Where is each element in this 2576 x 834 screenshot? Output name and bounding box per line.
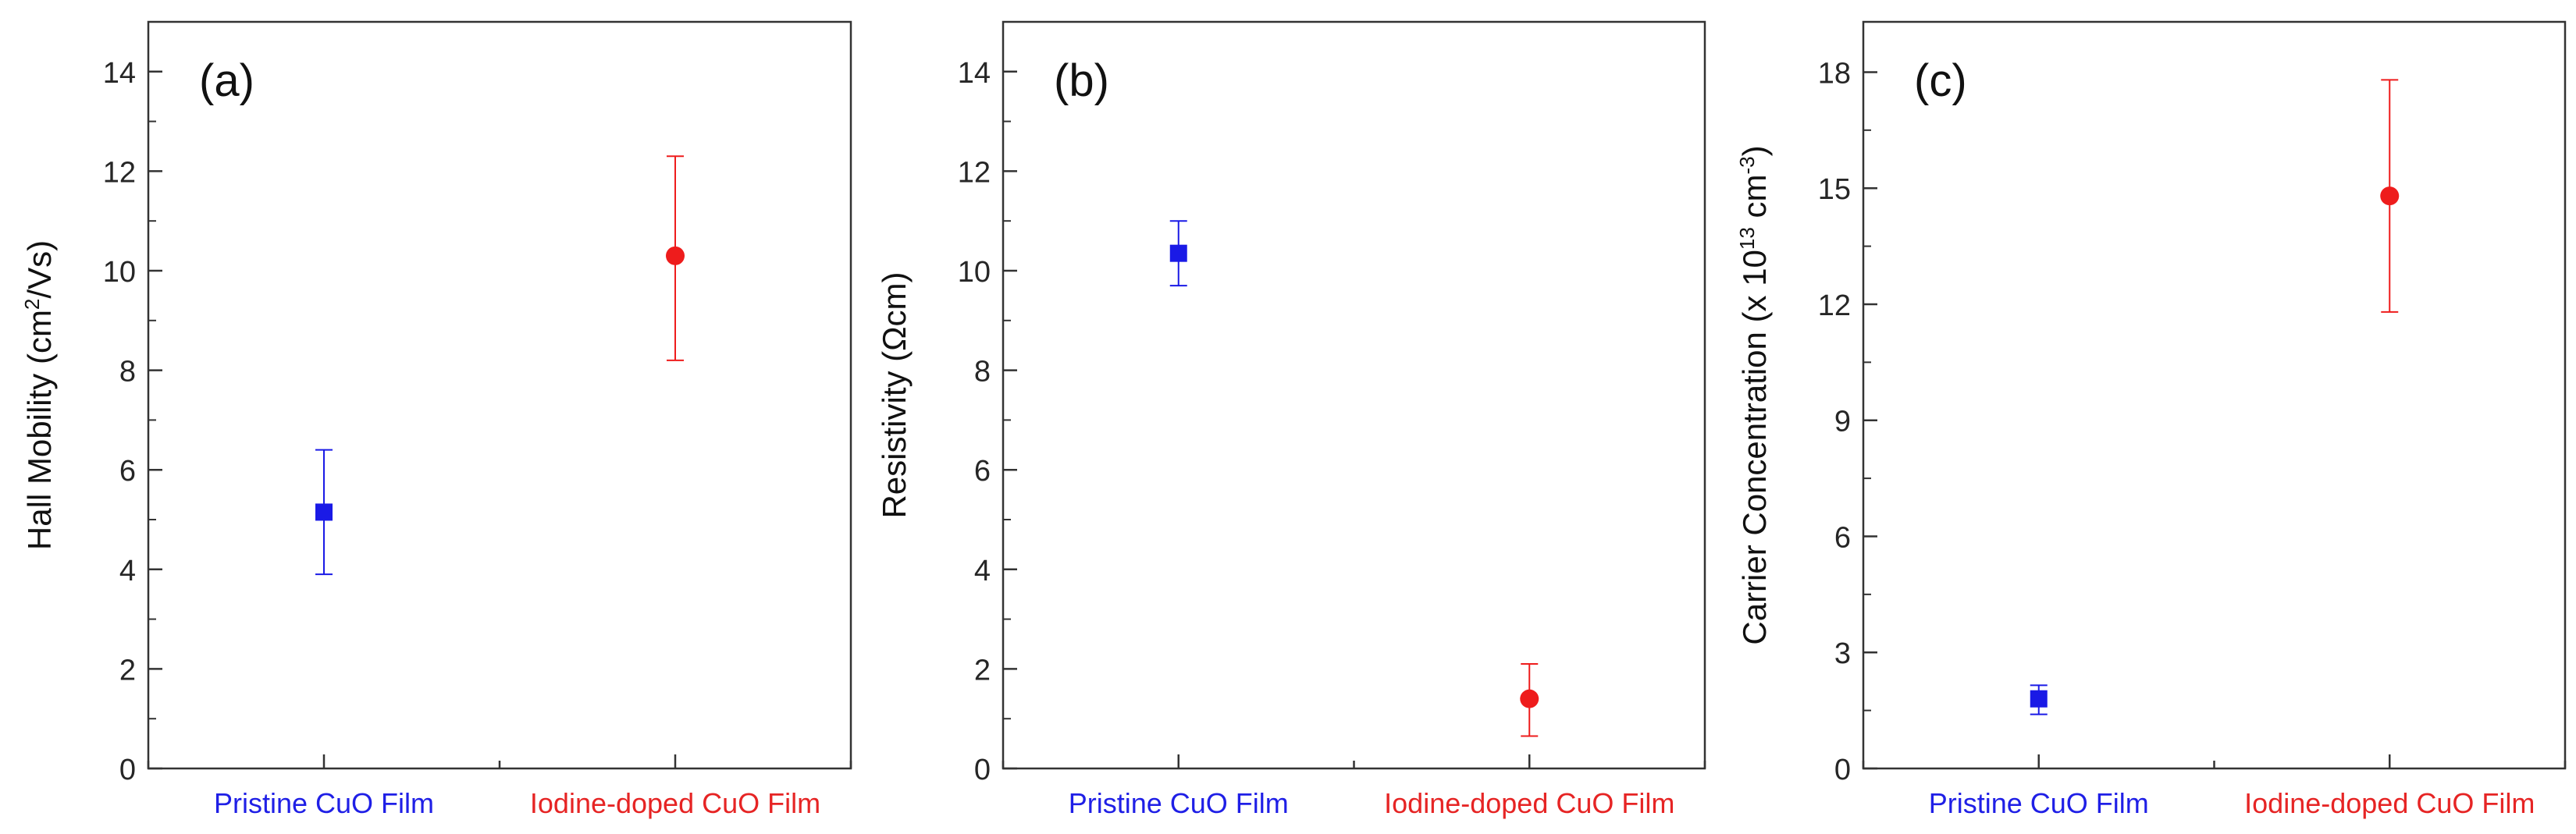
y-tick-label: 0 [1834,754,1851,786]
y-tick-label: 12 [958,156,991,189]
data-point-square [2030,690,2048,708]
y-axis-label-superscript: 2 [20,299,44,310]
data-point-circle [2380,186,2400,206]
x-category-label: Pristine CuO Film [214,787,434,819]
plot-frame [1862,20,2567,770]
y-tick-label: 2 [974,654,991,687]
y-tick-label: 4 [119,555,136,587]
x-category-label: Pristine CuO Film [1929,787,2149,819]
y-axis-label-superscript: 13 [1735,227,1759,250]
y-axis-label-text: Hall Mobility (cm [21,310,58,550]
y-tick-label: 0 [119,754,136,786]
y-axis-label-text: Carrier Concentration (x 10 [1736,250,1773,645]
y-tick-label: 12 [1818,289,1851,322]
data-point-circle [666,246,685,265]
x-category-label: Iodine-doped CuO Film [530,787,820,819]
y-axis-label-text: ) [1736,145,1773,156]
y-tick-label: 6 [119,455,136,488]
y-axis-label: Carrier Concentration (x 1013 cm-3) [1735,145,1773,644]
y-tick-label: 15 [1818,173,1851,206]
data-point-square [315,503,333,521]
panel-c: 0 3 6 9 12 15 18 Pristine CuO Film Iodine-doped … [1735,20,2567,819]
plot-frame [1002,20,1706,770]
y-tick-label: 0 [974,754,991,786]
y-tick-label: 9 [1834,406,1851,438]
y-tick-label: 2 [119,654,136,687]
x-category-label: Iodine-doped CuO Film [2244,787,2535,819]
data-point-circle [1520,689,1539,708]
y-tick-label: 8 [974,356,991,389]
panel-label: (a) [199,55,254,106]
y-axis-label-superscript: -3 [1735,156,1759,174]
x-category-label: Iodine-doped CuO Film [1384,787,1674,819]
y-tick-label: 3 [1834,637,1851,670]
y-tick-label: 18 [1818,57,1851,90]
y-tick-label: 8 [119,356,136,389]
panel-label: (b) [1054,55,1109,106]
y-tick-label: 6 [974,455,991,488]
plot-frame [147,20,852,770]
y-tick-label: 10 [103,256,136,289]
y-axis-label: Hall Mobility (cm2/Vs) [20,240,58,550]
y-axis-label-text: cm [1736,175,1773,228]
y-tick-label: 10 [958,256,991,289]
y-tick-label: 4 [974,555,991,587]
y-axis-label-text: /Vs) [21,240,58,299]
y-tick-label: 14 [103,57,136,90]
y-axis-label-text: Resistivity (Ωcm) [876,271,913,518]
y-tick-label: 12 [103,156,136,189]
y-tick-label: 6 [1834,521,1851,554]
panel-label: (c) [1914,55,1967,106]
panel-b: 0 2 4 6 8 10 12 14 Pristine CuO Film Iodine-doped… [876,20,1706,819]
y-axis-label: Resistivity (Ωcm) [876,271,913,518]
panel-a: 0 2 4 6 8 10 12 14 Pristine CuO Film Iodine-doped… [20,20,852,819]
y-tick-label: 14 [958,57,991,90]
data-point-square [1169,244,1187,262]
x-category-label: Pristine CuO Film [1069,787,1289,819]
